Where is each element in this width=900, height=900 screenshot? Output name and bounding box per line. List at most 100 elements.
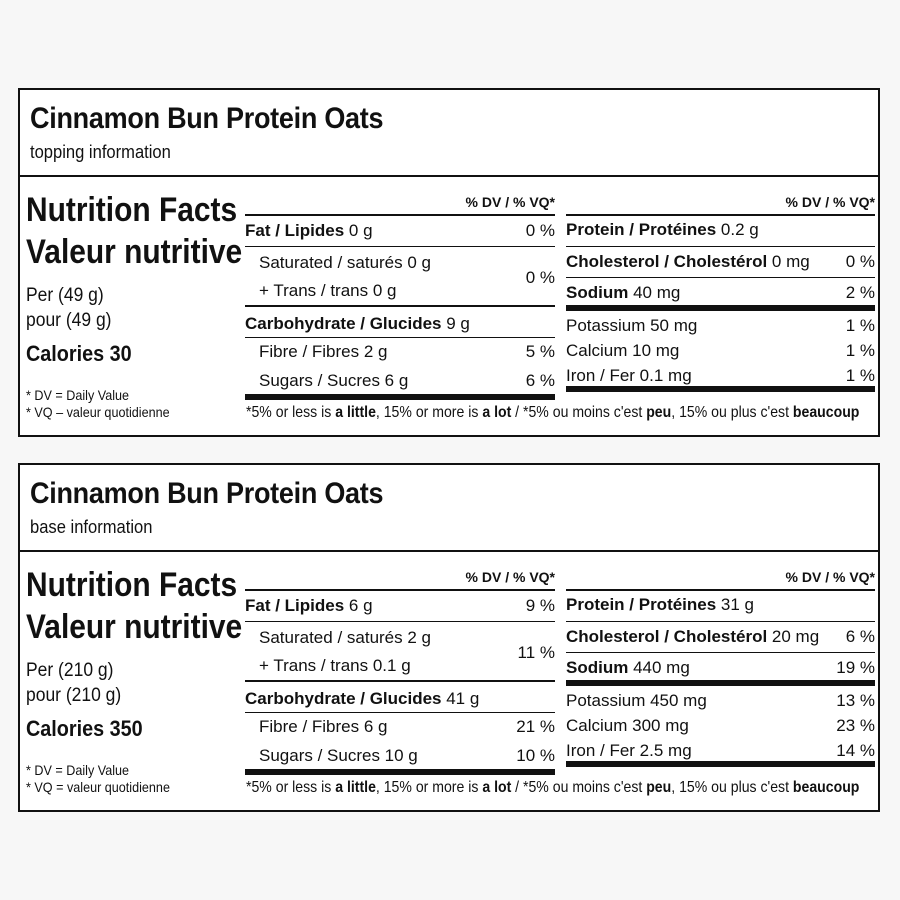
iron-percent: 1 % <box>845 366 875 385</box>
sugars-label: Sugars / Sucres 6 g <box>259 371 409 390</box>
sat-trans-percent: 11 % <box>517 643 556 662</box>
trans-label: + Trans / trans 0 g <box>259 281 397 300</box>
sodium-amount: 40 mg <box>628 283 681 302</box>
calcium-label: Calcium 300 mg <box>566 716 689 735</box>
serving-french: pour (49 g) <box>26 310 112 331</box>
calcium-label: Calcium 10 mg <box>566 341 680 360</box>
calcium-percent: 1 % <box>845 341 875 360</box>
cholesterol-percent: 0 % <box>845 252 875 271</box>
iron-percent: 14 % <box>836 741 875 760</box>
fibre-row: Fibre / Fibres 2 g 5 % <box>245 338 555 366</box>
title-english: Nutrition Facts <box>26 566 238 604</box>
sugars-row: Sugars / Sucres 10 g 10 % <box>245 741 555 775</box>
label-subtitle: topping information <box>30 142 171 162</box>
fat-label: Fat / Lipides <box>245 596 345 615</box>
dv-header: % DV / % VQ* <box>566 565 875 591</box>
fibre-row: Fibre / Fibres 6 g 21 % <box>245 713 555 741</box>
potassium-row: Potassium 50 mg 1 % <box>566 311 875 336</box>
sat-trans-percent: 0 % <box>525 268 555 287</box>
carb-label: Carbohydrate / Glucides <box>245 689 442 708</box>
serving-english: Per (210 g) <box>26 660 114 681</box>
cholesterol-row: Cholesterol / Cholestérol 0 mg 0 % <box>566 247 875 278</box>
protein-label: Protein / Protéines <box>566 220 717 239</box>
sodium-label: Sodium <box>566 283 629 302</box>
nutrient-column-right: % DV / % VQ* Protein / Protéines 0.2 g C… <box>566 190 875 392</box>
label-subtitle: base information <box>30 517 153 537</box>
potassium-label: Potassium 450 mg <box>566 691 707 710</box>
product-name: Cinnamon Bun Protein Oats <box>30 477 384 510</box>
nutrition-label-base: Cinnamon Bun Protein Oats base informati… <box>18 463 880 812</box>
title-french: Valeur nutritive <box>26 233 243 271</box>
iron-label: Iron / Fer 2.5 mg <box>566 741 692 760</box>
fat-percent: 0 % <box>525 221 555 240</box>
cholesterol-amount: 0 mg <box>767 252 810 271</box>
fat-amount: 6 g <box>344 596 373 615</box>
nutrient-column-left: % DV / % VQ* Fat / Lipides 0 g 0 % Satur… <box>245 190 555 400</box>
dv-footnote: *5% or less is a little, 15% or more is … <box>246 404 860 421</box>
trans-label: + Trans / trans 0.1 g <box>259 656 411 675</box>
fibre-percent: 21 % <box>516 717 555 736</box>
cholesterol-percent: 6 % <box>845 627 875 646</box>
fat-amount: 0 g <box>344 221 373 240</box>
sodium-percent: 2 % <box>845 283 875 302</box>
protein-amount: 31 g <box>716 595 755 614</box>
protein-row: Protein / Protéines 0.2 g <box>566 216 875 247</box>
calcium-row: Calcium 10 mg 1 % <box>566 336 875 361</box>
nutrition-label-topping: Cinnamon Bun Protein Oats topping inform… <box>18 88 880 437</box>
potassium-label: Potassium 50 mg <box>566 316 698 335</box>
sodium-row: Sodium 440 mg 19 % <box>566 653 875 686</box>
fat-percent: 9 % <box>525 596 555 615</box>
label-summary: Nutrition Facts Valeur nutritive Per (49… <box>26 189 251 421</box>
carb-row: Carbohydrate / Glucides 41 g <box>245 682 555 713</box>
sodium-row: Sodium 40 mg 2 % <box>566 278 875 311</box>
dv-header: % DV / % VQ* <box>566 190 875 216</box>
sat-trans-row: Saturated / saturés 2 g + Trans / trans … <box>245 622 555 682</box>
dv-footnote: *5% or less is a little, 15% or more is … <box>246 779 860 796</box>
saturated-label: Saturated / saturés 0 g <box>259 253 431 272</box>
title-english: Nutrition Facts <box>26 191 238 229</box>
sodium-label: Sodium <box>566 658 629 677</box>
cholesterol-label: Cholesterol / Cholestérol <box>566 252 768 271</box>
calcium-row: Calcium 300 mg 23 % <box>566 711 875 736</box>
calories: Calories 30 <box>26 341 132 366</box>
vq-note: * VQ = valeur quotidienne <box>26 779 170 795</box>
carb-amount: 9 g <box>441 314 470 333</box>
sodium-amount: 440 mg <box>628 658 690 677</box>
fat-row: Fat / Lipides 0 g 0 % <box>245 216 555 247</box>
protein-label: Protein / Protéines <box>566 595 717 614</box>
iron-label: Iron / Fer 0.1 mg <box>566 366 692 385</box>
carb-label: Carbohydrate / Glucides <box>245 314 442 333</box>
cholesterol-row: Cholesterol / Cholestérol 20 mg 6 % <box>566 622 875 653</box>
title-french: Valeur nutritive <box>26 608 243 646</box>
sugars-percent: 10 % <box>516 746 555 765</box>
sugars-row: Sugars / Sucres 6 g 6 % <box>245 366 555 400</box>
protein-amount: 0.2 g <box>716 220 759 239</box>
iron-row: Iron / Fer 0.1 mg 1 % <box>566 361 875 392</box>
calories: Calories 350 <box>26 716 143 741</box>
cholesterol-amount: 20 mg <box>767 627 820 646</box>
fibre-label: Fibre / Fibres 6 g <box>259 717 388 736</box>
vq-note: * VQ – valeur quotidienne <box>26 404 170 420</box>
dv-header: % DV / % VQ* <box>245 565 555 591</box>
potassium-row: Potassium 450 mg 13 % <box>566 686 875 711</box>
product-name: Cinnamon Bun Protein Oats <box>30 102 384 135</box>
sugars-percent: 6 % <box>525 371 555 390</box>
calcium-percent: 23 % <box>836 716 875 735</box>
sugars-label: Sugars / Sucres 10 g <box>259 746 418 765</box>
fat-row: Fat / Lipides 6 g 9 % <box>245 591 555 622</box>
carb-amount: 41 g <box>441 689 480 708</box>
sat-trans-row: Saturated / saturés 0 g + Trans / trans … <box>245 247 555 307</box>
potassium-percent: 13 % <box>836 691 875 710</box>
fat-label: Fat / Lipides <box>245 221 345 240</box>
saturated-label: Saturated / saturés 2 g <box>259 628 431 647</box>
label-header: Cinnamon Bun Protein Oats base informati… <box>20 465 878 552</box>
dv-note: * DV = Daily Value <box>26 387 130 403</box>
protein-row: Protein / Protéines 31 g <box>566 591 875 622</box>
nutrient-column-left: % DV / % VQ* Fat / Lipides 6 g 9 % Satur… <box>245 565 555 775</box>
label-header: Cinnamon Bun Protein Oats topping inform… <box>20 90 878 177</box>
nutrient-column-right: % DV / % VQ* Protein / Protéines 31 g Ch… <box>566 565 875 767</box>
potassium-percent: 1 % <box>845 316 875 335</box>
sodium-percent: 19 % <box>836 658 875 677</box>
fibre-label: Fibre / Fibres 2 g <box>259 342 388 361</box>
serving-english: Per (49 g) <box>26 285 104 306</box>
